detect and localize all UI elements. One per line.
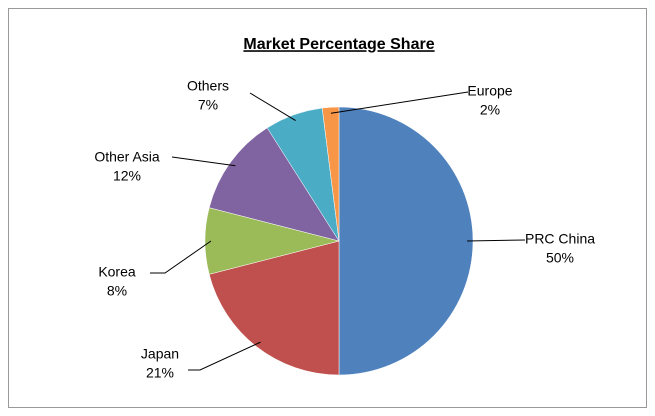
chart-title: Market Percentage Share bbox=[243, 36, 434, 53]
pie-slice bbox=[208, 127, 340, 242]
leader-line bbox=[466, 239, 526, 242]
leader-line bbox=[171, 156, 236, 167]
pie-slice bbox=[208, 240, 340, 376]
leader-line bbox=[150, 240, 212, 274]
slice-label: Others bbox=[187, 78, 229, 94]
slice-value-label: 2% bbox=[480, 102, 500, 118]
slice-label: PRC China bbox=[525, 231, 595, 247]
slice-label: Europe bbox=[467, 83, 512, 99]
slice-value-label: 50% bbox=[546, 250, 574, 266]
slice-label: Other Asia bbox=[94, 149, 160, 165]
slice-value-label: 8% bbox=[107, 283, 127, 299]
slice-value-label: 7% bbox=[198, 97, 218, 113]
leader-line bbox=[330, 91, 469, 114]
pie-slice bbox=[321, 106, 340, 242]
slice-label: Korea bbox=[98, 264, 136, 280]
slice-value-label: 21% bbox=[146, 365, 174, 381]
slice-value-label: 12% bbox=[113, 168, 141, 184]
slice-label: Japan bbox=[141, 346, 179, 362]
leader-line bbox=[188, 341, 261, 371]
leader-line bbox=[249, 92, 296, 121]
